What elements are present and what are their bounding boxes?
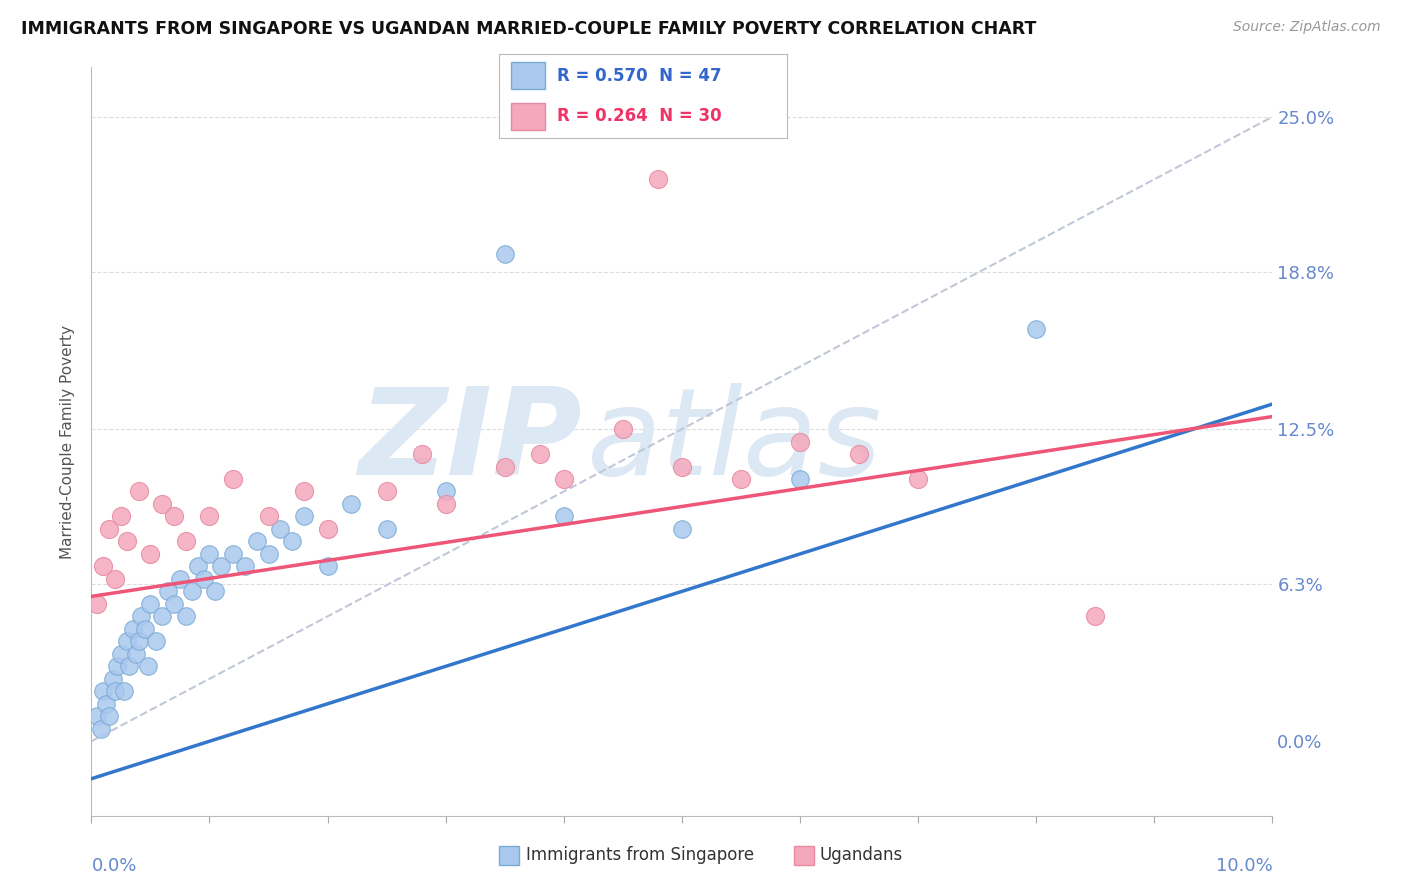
Point: [434, 497, 457, 511]
Point: [647, 172, 669, 186]
Point: [104, 684, 127, 698]
Point: [104, 572, 127, 586]
Point: [316, 559, 339, 574]
Point: [375, 484, 398, 499]
Point: [157, 584, 180, 599]
Point: [553, 472, 575, 486]
Point: [115, 534, 138, 549]
Point: [91, 559, 114, 574]
Text: Immigrants from Singapore: Immigrants from Singapore: [526, 847, 754, 864]
Point: [281, 534, 304, 549]
Point: [222, 472, 245, 486]
Point: [128, 634, 150, 648]
Point: [129, 609, 152, 624]
Text: IMMIGRANTS FROM SINGAPORE VS UGANDAN MARRIED-COUPLE FAMILY POVERTY CORRELATION C: IMMIGRANTS FROM SINGAPORE VS UGANDAN MAR…: [21, 20, 1036, 37]
Point: [671, 522, 693, 536]
Point: [222, 547, 245, 561]
Text: 0.0%: 0.0%: [91, 857, 136, 875]
Y-axis label: Married-Couple Family Poverty: Married-Couple Family Poverty: [60, 325, 76, 558]
Point: [98, 709, 121, 723]
Point: [789, 472, 811, 486]
Point: [105, 659, 128, 673]
Point: [434, 484, 457, 499]
Point: [139, 547, 162, 561]
Point: [292, 484, 315, 499]
Point: [163, 597, 186, 611]
Point: [86, 709, 108, 723]
Point: [110, 647, 132, 661]
Point: [125, 647, 148, 661]
Point: [193, 572, 215, 586]
Point: [209, 559, 232, 574]
Point: [110, 509, 132, 524]
Point: [204, 584, 226, 599]
Point: [150, 609, 173, 624]
Text: R = 0.264  N = 30: R = 0.264 N = 30: [557, 107, 721, 125]
Point: [180, 584, 202, 599]
Point: [136, 659, 159, 673]
Text: 10.0%: 10.0%: [1216, 857, 1272, 875]
Point: [174, 609, 197, 624]
Point: [730, 472, 752, 486]
Point: [789, 434, 811, 449]
Point: [198, 547, 221, 561]
Text: Ugandans: Ugandans: [820, 847, 903, 864]
Point: [174, 534, 197, 549]
Point: [94, 697, 117, 711]
Point: [98, 522, 121, 536]
Point: [553, 509, 575, 524]
Point: [494, 247, 516, 261]
Point: [114, 684, 136, 698]
Text: ZIP: ZIP: [357, 383, 582, 500]
Point: [86, 597, 108, 611]
Point: [907, 472, 929, 486]
Point: [163, 509, 186, 524]
Point: [375, 522, 398, 536]
Point: [494, 459, 516, 474]
Point: [145, 634, 167, 648]
Point: [269, 522, 291, 536]
Point: [340, 497, 363, 511]
Point: [612, 422, 634, 436]
Point: [246, 534, 269, 549]
Point: [257, 547, 280, 561]
Point: [187, 559, 209, 574]
Point: [848, 447, 870, 461]
Bar: [510, 103, 546, 130]
Point: [169, 572, 191, 586]
Point: [134, 622, 156, 636]
Text: R = 0.570  N = 47: R = 0.570 N = 47: [557, 67, 721, 85]
Point: [139, 597, 162, 611]
Point: [118, 659, 141, 673]
Point: [115, 634, 138, 648]
Point: [316, 522, 339, 536]
Point: [529, 447, 551, 461]
Point: [292, 509, 315, 524]
Point: [1084, 609, 1107, 624]
Point: [1025, 322, 1047, 336]
Point: [121, 622, 143, 636]
Point: [128, 484, 150, 499]
Point: [198, 509, 221, 524]
Text: atlas: atlas: [588, 383, 883, 500]
Point: [411, 447, 433, 461]
Point: [150, 497, 173, 511]
Bar: [510, 62, 546, 89]
Point: [233, 559, 256, 574]
Point: [671, 459, 693, 474]
Point: [257, 509, 280, 524]
Point: [101, 672, 124, 686]
Text: Source: ZipAtlas.com: Source: ZipAtlas.com: [1233, 20, 1381, 34]
Point: [91, 684, 114, 698]
Point: [90, 722, 112, 736]
